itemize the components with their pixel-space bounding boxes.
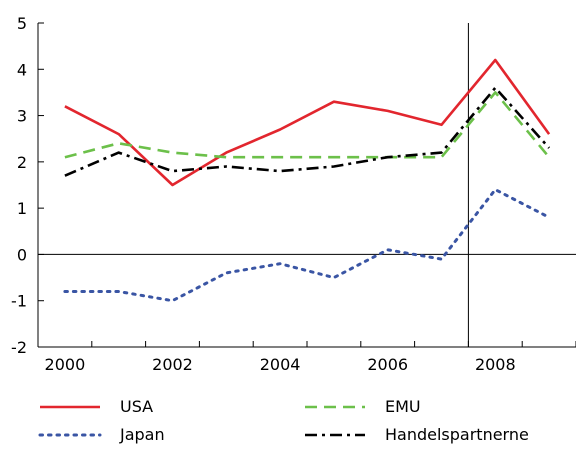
x-tick-label: 2002 <box>152 355 193 374</box>
legend-item-handelspartnerne: Handelspartnerne <box>305 425 529 444</box>
series-line-usa <box>64 58 551 187</box>
y-tick-label: 4 <box>17 60 27 79</box>
series-line-handelspartnerne <box>64 86 551 177</box>
x-tick-label: 2006 <box>367 355 408 374</box>
legend: USA EMU Japan Handelspartnerne <box>38 397 529 444</box>
legend-label-emu: EMU <box>385 397 421 416</box>
x-tick-label: 2000 <box>45 355 86 374</box>
legend-item-usa: USA <box>40 397 153 416</box>
y-tick-label: -1 <box>11 292 27 311</box>
legend-item-emu: EMU <box>305 397 421 416</box>
y-tick-label: 3 <box>17 107 27 126</box>
y-tick-label: 5 <box>17 14 27 33</box>
series-line-japan <box>63 188 551 303</box>
series-layer <box>63 58 551 303</box>
axes: -2 -1 0 1 2 3 4 5 2000 2002 2004 2006 2008 <box>11 14 576 374</box>
y-tick-label: 1 <box>17 199 27 218</box>
legend-item-japan: Japan <box>38 425 165 444</box>
legend-label-japan: Japan <box>119 425 165 444</box>
y-tick-label: -2 <box>11 338 27 357</box>
legend-label-usa: USA <box>120 397 153 416</box>
legend-label-handelspartnerne: Handelspartnerne <box>385 425 529 444</box>
x-tick-label: 2004 <box>260 355 301 374</box>
y-tick-label: 0 <box>17 245 27 264</box>
x-tick-label: 2008 <box>475 355 516 374</box>
y-tick-label: 2 <box>17 153 27 172</box>
series-line-emu <box>64 91 551 159</box>
